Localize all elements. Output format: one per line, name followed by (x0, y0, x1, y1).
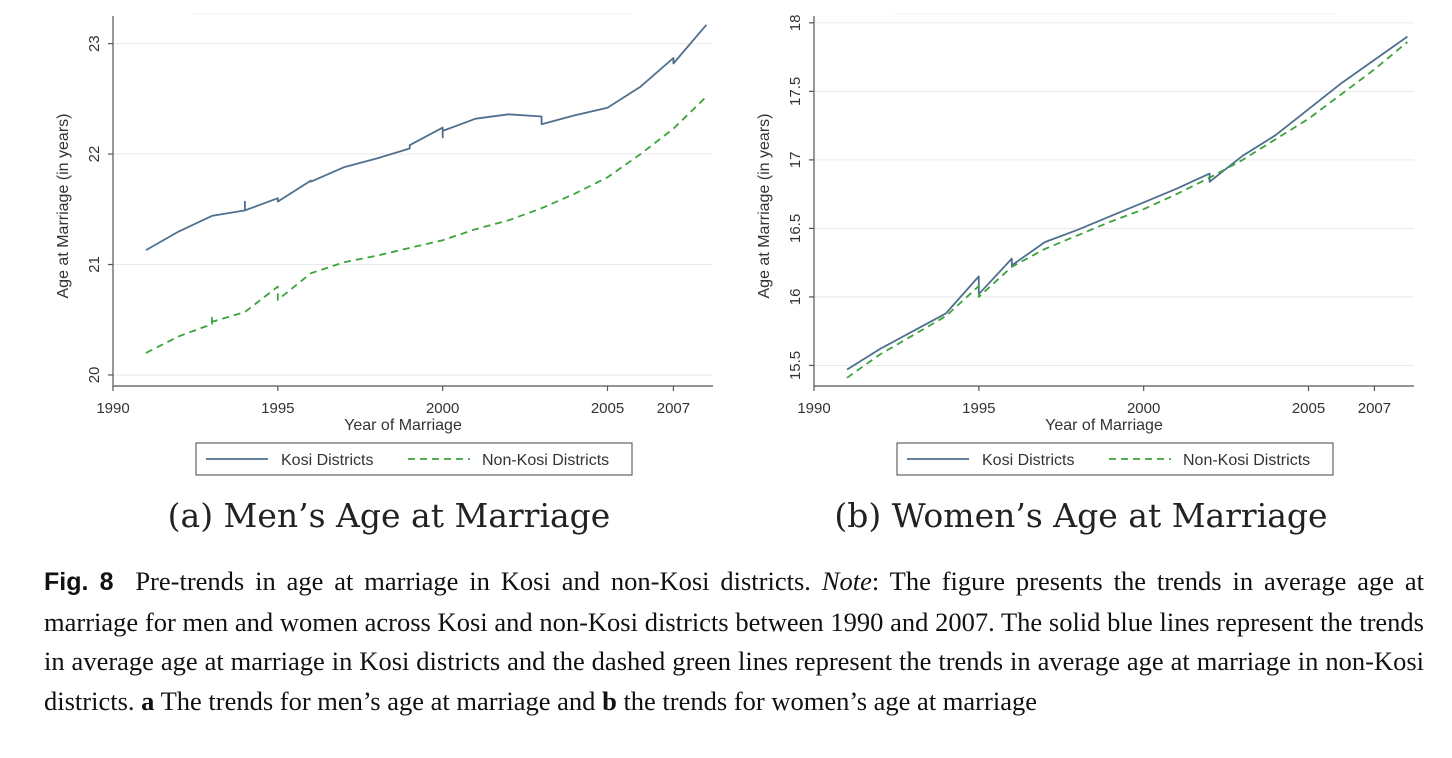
y-tick-label: 20 (86, 367, 103, 384)
caption-panel-b-label: b (602, 685, 617, 716)
y-tick-label: 16 (787, 289, 804, 306)
panel-a-mens-age-chart: 20 21 22 23 1990 1995 2000 2005 2007 Year of Marr… (55, 13, 713, 535)
y-tick-label: 15.5 (787, 351, 804, 380)
y-tick-label: 17 (787, 152, 804, 169)
legend-label-kosi: Kosi Districts (982, 452, 1074, 469)
panel-b-womens-age-chart: 15.5 16 16.5 17 17.5 18 1990 1995 2000 2005 2007 Ye… (756, 13, 1414, 535)
legend-label-non-kosi: Non-Kosi Districts (1183, 452, 1310, 469)
x-tick-label: 2000 (426, 400, 459, 417)
caption-fig-label: Fig. 8 (44, 568, 114, 596)
caption-text-4: the trends for women’s age at marriage (616, 685, 1037, 716)
series-line-kosi (846, 35, 1408, 371)
x-tick-label: 1995 (962, 400, 995, 417)
x-tick-label: 1990 (797, 400, 830, 417)
legend-label-non-kosi: Non-Kosi Districts (482, 452, 609, 469)
caption-note-label: Note (821, 566, 872, 596)
panel-caption: (a) Men’s Age at Marriage (168, 496, 611, 535)
caption-text-1: Pre-trends in age at marriage in Kosi an… (135, 566, 822, 596)
y-tick-label: 23 (86, 35, 103, 52)
x-tick-label: 2007 (657, 400, 690, 417)
x-tick-label: 2005 (1292, 400, 1325, 417)
x-tick-label: 2007 (1358, 400, 1391, 417)
series-line-non-kosi (145, 95, 708, 354)
caption-panel-a-label: a (141, 685, 155, 716)
panel-caption: (b) Women’s Age at Marriage (834, 496, 1327, 535)
legend-label-kosi: Kosi Districts (281, 452, 373, 469)
x-tick-label: 2005 (591, 400, 624, 417)
y-axis-title: Age at Marriage (in years) (55, 114, 72, 299)
caption-text-3: The trends for men’s age at marriage and (154, 685, 603, 716)
x-axis-title: Year of Marriage (344, 417, 462, 434)
caption-text-2: : The figure presents the trends in aver… (44, 566, 1425, 716)
y-tick-label: 18 (787, 15, 804, 32)
y-tick-label: 22 (86, 146, 103, 163)
x-tick-label: 1995 (261, 400, 294, 417)
x-axis-title: Year of Marriage (1045, 417, 1163, 434)
y-tick-label: 16.5 (787, 214, 804, 243)
figure-caption: Fig. 8 Pre-trends in age at marriage in … (44, 562, 1424, 721)
y-tick-label: 17.5 (787, 77, 804, 106)
y-tick-label: 21 (86, 256, 103, 273)
series-line-kosi (145, 24, 708, 251)
series-line-non-kosi (846, 41, 1408, 379)
y-axis-title: Age at Marriage (in years) (756, 114, 773, 299)
x-tick-label: 1990 (96, 400, 129, 417)
x-tick-label: 2000 (1127, 400, 1160, 417)
